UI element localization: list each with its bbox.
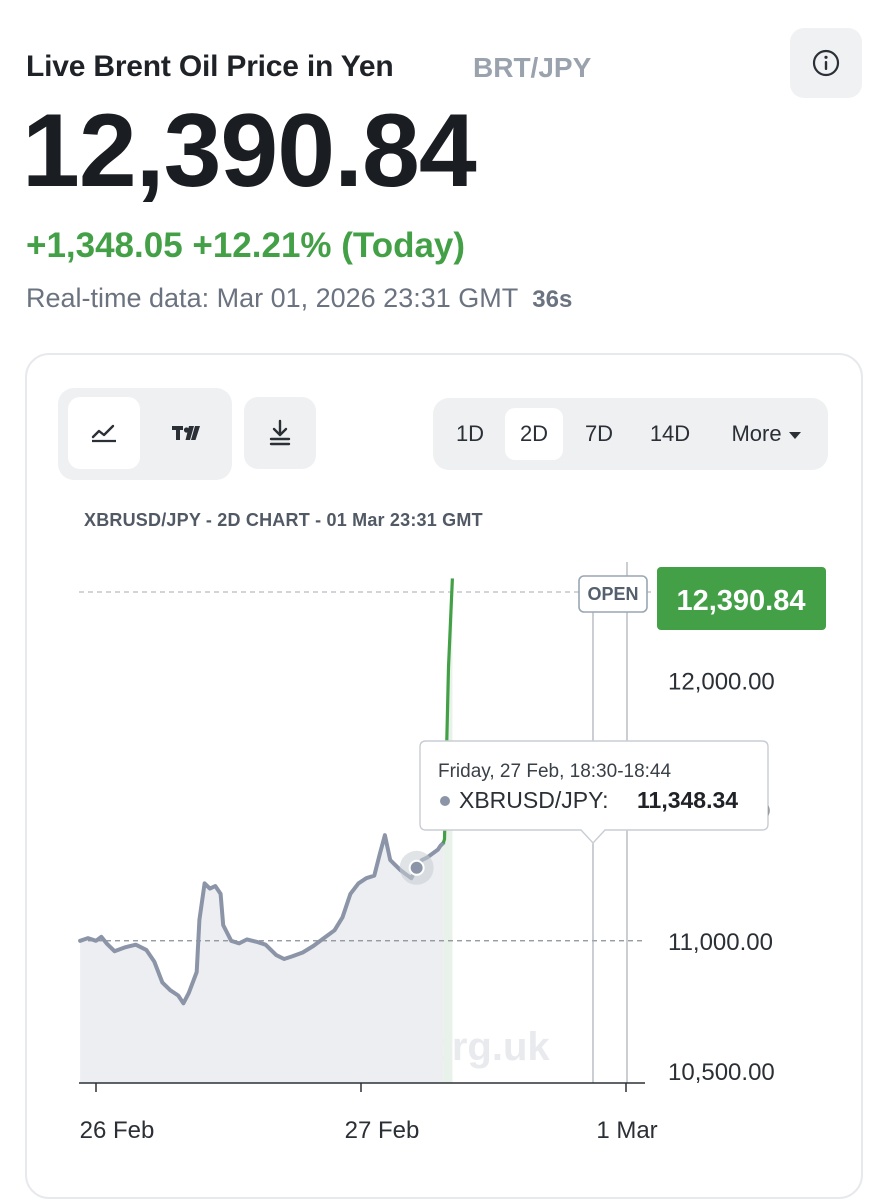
range-selector [433,398,828,470]
tooltip-box [419,740,769,845]
info-icon [812,49,840,77]
range-7d-button[interactable]: 7D [584,421,614,446]
tooltip-value: 11,348.34 [637,787,738,813]
page-title: Live Brent Oil Price in Yen [26,50,394,83]
open-badge [578,575,648,613]
tooltip-series: XBRUSD/JPY: [459,787,609,813]
realtime-status: Real-time data: Mar 01, 2026 23:31 GMT 36… [26,283,572,314]
range-2d-button[interactable]: 2D [505,408,563,460]
x-tick-label: 26 Feb [80,1117,155,1144]
line-chart-icon [91,424,116,443]
y-tick-label: 10,500.00 [668,1059,775,1086]
tooltip-series-dot [440,796,450,806]
chart-title: XBRUSD/JPY - 2D CHART - 01 Mar 23:31 GMT [84,510,483,530]
x-tick-label: 27 Feb [345,1117,420,1144]
chevron-down-icon [788,431,801,439]
x-tick-label: 1 Mar [596,1117,657,1144]
download-icon [269,419,291,446]
refresh-countdown: 36s [532,286,573,313]
y-tick-label: 11,000.00 [668,929,773,956]
open-label: OPEN [587,584,638,604]
range-1d-button[interactable]: 1D [455,421,485,446]
tradingview-chart-button[interactable] [150,397,222,469]
line-chart-button[interactable] [68,397,140,469]
price-change: +1,348.05 +12.21% (Today) [26,226,466,265]
more-dropdown[interactable]: More [716,408,816,460]
info-button[interactable] [790,28,862,98]
pair-code: BRT/JPY [473,52,592,83]
more-label: More [731,421,782,446]
download-button[interactable] [244,397,316,469]
current-price-badge [657,567,826,630]
range-14d-button[interactable]: 14D [649,421,691,446]
tradingview-icon [172,426,200,440]
area-fill [80,835,444,1083]
tooltip-time: Friday, 27 Feb, 18:30-18:44 [438,761,671,782]
y-tick-label: 12,000.00 [668,668,775,695]
hover-point [408,859,425,876]
current-price-label: 12,390.84 [676,585,805,617]
realtime-text: Real-time data: Mar 01, 2026 23:31 GMT [26,283,519,313]
current-price: 12,390.84 [22,93,477,209]
